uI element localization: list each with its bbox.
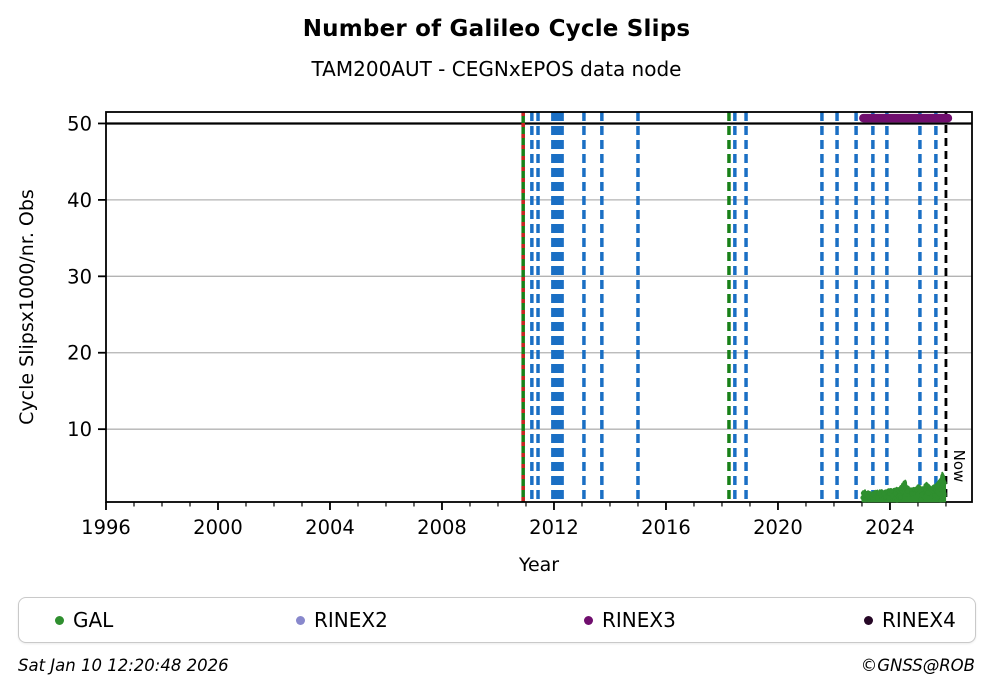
- legend-item-rinex4: RINEX4: [864, 598, 956, 642]
- rinex3-marker-icon: [584, 615, 593, 625]
- y-tick-label: 40: [67, 189, 92, 212]
- gal-scatter-point: [938, 487, 943, 492]
- gal-scatter-point: [886, 495, 891, 501]
- x-tick-label: 2016: [641, 516, 691, 539]
- legend-label: RINEX4: [882, 608, 956, 632]
- plot-frame: [105, 111, 973, 503]
- gal-scatter-point: [876, 490, 882, 496]
- gal-scatter-point: [934, 488, 940, 494]
- x-tick-label: 2020: [753, 516, 803, 539]
- legend-item-rinex3: RINEX3: [584, 598, 676, 642]
- gal-scatter-point: [942, 480, 947, 486]
- chart-subtitle: TAM200AUT - CEGNxEPOS data node: [311, 57, 682, 81]
- legend-item-gal: GAL: [55, 598, 113, 642]
- x-tick-label: 2004: [305, 516, 355, 539]
- gal-scatter-point: [881, 491, 887, 497]
- gal-scatter-point: [889, 488, 894, 494]
- x-tick-label: 1996: [81, 516, 131, 539]
- y-axis-label: Cycle Slipsx1000/nr. Obs: [16, 189, 38, 425]
- gal-scatter-point: [862, 491, 867, 496]
- legend-label: RINEX2: [314, 608, 388, 632]
- x-tick-label: 2024: [865, 516, 915, 539]
- gal-scatter-point: [909, 491, 914, 497]
- legend-item-rinex2: RINEX2: [296, 598, 388, 642]
- legend-box: GAL RINEX2 RINEX3 RINEX4: [18, 597, 976, 643]
- x-tick-label: 2012: [529, 516, 579, 539]
- gal-scatter-point: [934, 484, 940, 490]
- gal-marker-icon: [55, 615, 64, 625]
- gal-scatter-point: [919, 492, 924, 498]
- x-tick-label: 2008: [417, 516, 467, 539]
- gal-scatter-point: [938, 497, 943, 503]
- gal-scatter-point: [870, 497, 876, 502]
- plot-timestamp: Sat Jan 10 12:20:48 2026: [18, 656, 229, 675]
- y-tick-label: 50: [67, 112, 92, 135]
- gal-scatter-point: [894, 487, 900, 492]
- gal-scatter-point: [918, 496, 924, 502]
- y-tick-label: 10: [67, 418, 92, 441]
- x-tick-label: 2000: [193, 516, 243, 539]
- gal-scatter-point: [932, 493, 937, 499]
- gal-scatter-point: [902, 485, 907, 490]
- gal-scatter-point: [875, 495, 880, 501]
- legend-label: RINEX3: [602, 608, 676, 632]
- rinex4-marker-icon: [864, 615, 873, 625]
- gal-scatter-point: [866, 497, 872, 503]
- gal-scatter-point: [898, 495, 903, 500]
- gal-scatter-point: [928, 487, 934, 492]
- credit-text: ©GNSS@ROB: [860, 656, 975, 675]
- gal-scatter-point: [925, 490, 930, 496]
- rinex2-marker-icon: [296, 615, 305, 625]
- gal-scatter-point: [898, 486, 904, 491]
- y-tick-label: 30: [67, 265, 92, 288]
- gal-scatter-point: [862, 497, 868, 503]
- x-axis-label: Year: [518, 554, 560, 576]
- chart-title: Number of Galileo Cycle Slips: [302, 16, 691, 42]
- gal-scatter-point: [917, 488, 922, 494]
- legend-label: GAL: [73, 608, 114, 632]
- gal-scatter-point: [869, 491, 875, 497]
- gal-scatter-point: [904, 488, 910, 494]
- gal-scatter-point: [942, 491, 947, 496]
- now-annotation: Now: [950, 449, 968, 483]
- y-tick-label: 20: [67, 342, 92, 365]
